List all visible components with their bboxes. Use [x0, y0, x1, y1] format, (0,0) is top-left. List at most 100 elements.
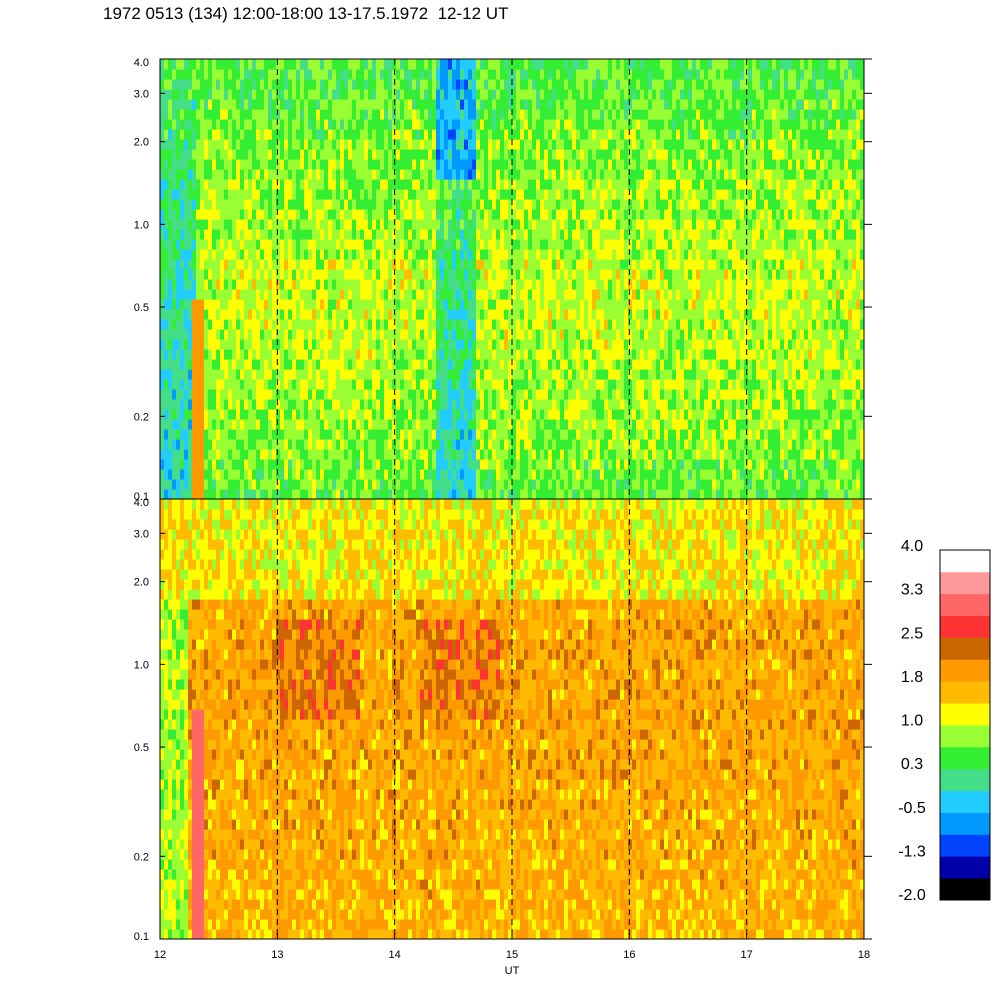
heatmap-cell — [480, 129, 485, 140]
heatmap-cell — [524, 89, 529, 100]
heatmap-cell — [320, 469, 325, 480]
heatmap-cell — [344, 229, 349, 240]
heatmap-cell — [356, 309, 361, 320]
heatmap-cell — [492, 439, 497, 450]
heatmap-cell — [552, 89, 557, 100]
heatmap-cell — [352, 419, 357, 430]
heatmap-cell — [232, 279, 237, 290]
heatmap-cell — [280, 289, 285, 300]
heatmap-cell — [508, 249, 513, 260]
heatmap-cell — [516, 119, 521, 130]
heatmap-cell — [296, 219, 301, 230]
heatmap-cell — [288, 459, 293, 470]
heatmap-cell — [236, 59, 241, 70]
heatmap-cell — [276, 69, 281, 80]
heatmap-cell — [428, 199, 433, 210]
heatmap-cell — [428, 479, 433, 490]
heatmap-cell — [336, 309, 341, 320]
heatmap-cell — [164, 219, 169, 230]
heatmap-cell — [556, 59, 561, 70]
heatmap-cell — [476, 319, 481, 330]
heatmap-cell — [384, 359, 389, 370]
heatmap-cell — [568, 199, 573, 210]
heatmap-cell — [184, 279, 189, 290]
heatmap-cell — [448, 149, 453, 160]
heatmap-cell — [164, 419, 169, 430]
heatmap-cell — [420, 79, 425, 90]
heatmap-cell — [608, 209, 613, 220]
heatmap-cell — [240, 399, 245, 410]
heatmap-cell — [228, 129, 233, 140]
heatmap-cell — [528, 429, 533, 440]
heatmap-cell — [420, 449, 425, 460]
heatmap-cell — [400, 239, 405, 250]
heatmap-cell — [568, 359, 573, 370]
heatmap-cell — [536, 99, 541, 110]
heatmap-cell — [208, 379, 213, 390]
heatmap-cell — [568, 389, 573, 400]
heatmap-cell — [528, 289, 533, 300]
heatmap-cell — [500, 289, 505, 300]
heatmap-cell — [184, 309, 189, 320]
heatmap-cell — [488, 179, 493, 190]
heatmap-cell — [168, 489, 173, 499]
heatmap-cell — [552, 189, 557, 200]
heatmap-cell — [412, 99, 417, 110]
heatmap-cell — [248, 349, 253, 360]
heatmap-cell — [372, 239, 377, 250]
heatmap-cell — [588, 449, 593, 460]
heatmap-cell — [516, 89, 521, 100]
heatmap-cell — [600, 279, 605, 290]
heatmap-cell — [204, 119, 209, 130]
heatmap-cell — [244, 299, 249, 310]
heatmap-cell — [484, 99, 489, 110]
heatmap-cell — [564, 389, 569, 400]
heatmap-cell — [328, 269, 333, 280]
heatmap-cell — [556, 199, 561, 210]
heatmap-cell — [404, 399, 409, 410]
heatmap-cell — [416, 149, 421, 160]
heatmap-cell — [504, 189, 509, 200]
heatmap-cell — [388, 419, 393, 430]
heatmap-cell — [260, 99, 265, 110]
heatmap-cell — [580, 109, 585, 120]
heatmap-cell — [560, 179, 565, 190]
heatmap-cell — [520, 179, 525, 190]
heatmap-cell — [208, 449, 213, 460]
heatmap-cell — [168, 99, 173, 110]
heatmap-cell — [236, 489, 241, 499]
heatmap-cell — [316, 79, 321, 90]
heatmap-cell — [328, 339, 333, 350]
heatmap-cell — [568, 109, 573, 120]
heatmap-cell — [196, 189, 201, 200]
heatmap-cell — [416, 209, 421, 220]
heatmap-cell — [340, 349, 345, 360]
heatmap-cell — [264, 369, 269, 380]
heatmap-cell — [456, 199, 461, 210]
heatmap-cell — [420, 469, 425, 480]
heatmap-cell — [476, 219, 481, 230]
heatmap-cell — [164, 209, 169, 220]
heatmap-cell — [320, 109, 325, 120]
heatmap-cell — [380, 79, 385, 90]
heatmap-cell — [416, 339, 421, 350]
heatmap-cell — [160, 489, 165, 499]
heatmap-cell — [396, 179, 401, 190]
heatmap-cell — [540, 79, 545, 90]
heatmap-cell — [316, 89, 321, 100]
heatmap-cell — [592, 229, 597, 240]
heatmap-cell — [180, 259, 185, 270]
heatmap-cell — [252, 59, 257, 70]
heatmap-cell — [212, 479, 217, 490]
heatmap-cell — [288, 309, 293, 320]
heatmap-cell — [384, 139, 389, 150]
heatmap-cell — [160, 399, 165, 410]
heatmap-cell — [288, 449, 293, 460]
heatmap-cell — [320, 139, 325, 150]
heatmap-cell — [460, 359, 465, 370]
heatmap-cell — [332, 419, 337, 430]
heatmap-cell — [428, 449, 433, 460]
heatmap-cell — [212, 339, 217, 350]
heatmap-cell — [608, 349, 613, 360]
heatmap-cell — [436, 379, 441, 390]
